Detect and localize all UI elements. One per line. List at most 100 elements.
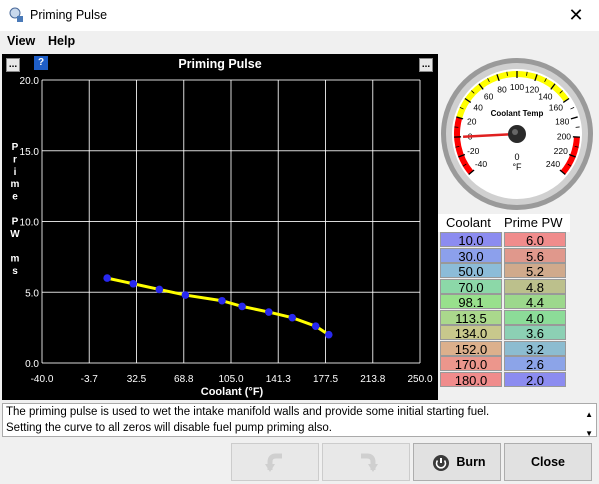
prime-pw-cell[interactable]: 5.6 bbox=[504, 247, 566, 264]
redo-button[interactable] bbox=[322, 443, 410, 481]
curve-chart-panel[interactable]: -40.0 -3.7 32.5 68.8 105.0 141.3 177.5 213.8 250… bbox=[2, 54, 438, 400]
gauge-title: Coolant Temp bbox=[491, 109, 544, 118]
prime-pw-cell[interactable]: 5.2 bbox=[504, 263, 566, 279]
gauge-tick bbox=[568, 153, 576, 158]
prime-pw-cell[interactable]: 4.4 bbox=[504, 294, 566, 310]
gauge-scale-label: 180 bbox=[555, 116, 569, 126]
gauge-tick bbox=[570, 116, 578, 120]
coolant-cell[interactable]: 10.0 bbox=[440, 232, 502, 248]
y-tick-label: 0.0 bbox=[25, 359, 39, 370]
coolant-cell[interactable]: 98.1 bbox=[440, 294, 502, 310]
gauge-tick bbox=[471, 90, 475, 94]
prime-pw-cell[interactable]: 3.2 bbox=[504, 340, 566, 357]
gauge-scale-label: 140 bbox=[538, 92, 552, 102]
gauge-tick bbox=[462, 163, 467, 167]
gauge-tick bbox=[464, 97, 472, 103]
coolant-cell[interactable]: 180.0 bbox=[440, 371, 502, 388]
prime-pw-cell[interactable]: 3.6 bbox=[504, 325, 566, 341]
window-title: Priming Pulse bbox=[30, 8, 108, 22]
y-tick-label: 15.0 bbox=[20, 147, 40, 158]
prime-pw-cell[interactable]: 4.0 bbox=[504, 309, 566, 326]
gauge-units: °F bbox=[512, 162, 522, 172]
description-line-2: Setting the curve to all zeros will disa… bbox=[6, 422, 332, 434]
gauge-tick bbox=[570, 107, 575, 110]
curve-line bbox=[106, 276, 330, 336]
gauge-scale-label: -20 bbox=[467, 146, 480, 156]
y-tick-label: 10.0 bbox=[20, 218, 40, 229]
gauge-tick bbox=[559, 90, 563, 94]
y-tick-label: 5.0 bbox=[25, 288, 39, 299]
coolant-cell[interactable]: 113.5 bbox=[440, 309, 502, 326]
gauge-tick bbox=[550, 83, 556, 90]
column-header-coolant: Coolant bbox=[446, 215, 491, 230]
menu-bar: View Help bbox=[0, 31, 599, 52]
scroll-down-arrow-icon[interactable]: ▼ bbox=[585, 429, 593, 438]
gauge-tick bbox=[459, 107, 464, 110]
gauge-tick bbox=[478, 83, 484, 90]
curve-point[interactable] bbox=[218, 296, 226, 305]
close-window-button[interactable]: ✕ bbox=[568, 5, 584, 25]
prime-pw-cell[interactable]: 2.6 bbox=[504, 356, 566, 372]
table-header: Coolant Prime PW bbox=[438, 214, 570, 232]
gauge-scale-label: 40 bbox=[473, 103, 483, 113]
gauge-tick bbox=[534, 74, 538, 82]
coolant-cell[interactable]: 152.0 bbox=[440, 340, 502, 357]
gauge-scale-label: -40 bbox=[475, 159, 488, 169]
prime-pw-cell[interactable]: 2.0 bbox=[504, 371, 566, 388]
chart-options-left-button[interactable]: ... bbox=[6, 58, 20, 72]
x-tick-label: 177.5 bbox=[313, 374, 338, 385]
burn-icon bbox=[433, 455, 449, 471]
coolant-cell[interactable]: 70.0 bbox=[440, 278, 502, 295]
curve-point[interactable] bbox=[181, 291, 190, 299]
curve-point[interactable] bbox=[311, 322, 320, 331]
gauge-scale-label: 20 bbox=[467, 116, 477, 126]
curve-point[interactable] bbox=[238, 302, 246, 311]
help-icon[interactable]: ? bbox=[34, 56, 48, 70]
gauge-scale-label: 160 bbox=[549, 103, 563, 113]
gauge-scale-label: 100 bbox=[510, 82, 524, 92]
curve-point[interactable] bbox=[324, 330, 333, 339]
x-tick-label: 250.0 bbox=[407, 374, 432, 385]
undo-icon bbox=[265, 453, 282, 472]
coolant-cell[interactable]: 134.0 bbox=[440, 325, 502, 341]
undo-button[interactable] bbox=[231, 443, 319, 481]
gauge-tick bbox=[544, 78, 547, 83]
coolant-cell[interactable]: 30.0 bbox=[440, 247, 502, 264]
gauge-tick bbox=[456, 116, 464, 120]
gauge-hub-highlight bbox=[512, 129, 518, 135]
gauge-tick bbox=[567, 163, 572, 167]
close-label: Close bbox=[530, 455, 566, 469]
gauge-scale-label: 60 bbox=[484, 92, 494, 102]
close-button[interactable]: Close bbox=[504, 443, 592, 481]
column-header-prime-pw: Prime PW bbox=[504, 215, 563, 230]
gauge-tick bbox=[458, 153, 466, 158]
gauge-tick bbox=[487, 78, 490, 83]
coolant-cell[interactable]: 170.0 bbox=[440, 356, 502, 372]
gauge-tick bbox=[468, 169, 475, 175]
scroll-up-arrow-icon[interactable]: ▲ bbox=[585, 410, 593, 419]
gauge-tick bbox=[506, 71, 508, 76]
chart-options-right-button[interactable]: ... bbox=[419, 58, 433, 72]
gauge-scale-label: 120 bbox=[525, 84, 539, 94]
curve-point[interactable] bbox=[288, 313, 297, 322]
curve-point[interactable] bbox=[129, 279, 138, 288]
x-tick-label: -3.7 bbox=[81, 374, 99, 385]
x-tick-label: 68.8 bbox=[174, 374, 194, 385]
curve-point[interactable] bbox=[155, 285, 164, 294]
menu-help[interactable]: Help bbox=[48, 34, 76, 48]
burn-button[interactable]: Burn bbox=[413, 443, 501, 481]
prime-pw-cell[interactable]: 6.0 bbox=[504, 232, 566, 248]
x-tick-label: 213.8 bbox=[360, 374, 385, 385]
app-icon bbox=[9, 7, 23, 22]
prime-pw-cell[interactable]: 4.8 bbox=[504, 278, 566, 295]
menu-view[interactable]: View bbox=[7, 34, 36, 48]
redo-icon bbox=[361, 453, 378, 472]
gauge-tick bbox=[455, 146, 460, 148]
curve-point[interactable] bbox=[265, 308, 273, 316]
curve-point[interactable] bbox=[103, 274, 111, 282]
x-tick-label: 141.3 bbox=[266, 374, 291, 385]
gauge-tick bbox=[496, 74, 500, 82]
curve-chart[interactable]: -40.0 -3.7 32.5 68.8 105.0 141.3 177.5 213.8 250… bbox=[2, 54, 438, 400]
coolant-cell[interactable]: 50.0 bbox=[440, 263, 502, 279]
